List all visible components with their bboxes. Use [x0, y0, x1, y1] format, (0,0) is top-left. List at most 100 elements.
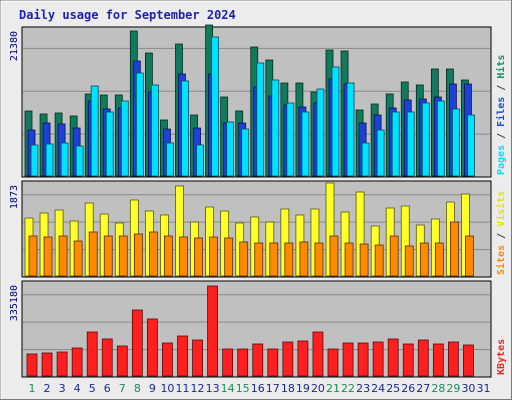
bar-pages-day-30: [467, 114, 475, 177]
bar-pages-day-18: [286, 102, 295, 177]
x-tick-label-day-15: 15: [236, 382, 250, 395]
x-tick-label-day-3: 3: [59, 382, 66, 395]
bar-pages-day-25: [391, 111, 400, 177]
bar-sites-day-18: [284, 242, 294, 277]
bar-pages-day-13: [211, 36, 220, 177]
x-tick-label-day-18: 18: [281, 382, 295, 395]
bar-pages-day-10: [166, 142, 174, 177]
bar-kbytes-day-19: [297, 340, 309, 377]
bar-kbytes-day-27: [417, 339, 429, 377]
legend-part: /: [496, 227, 507, 245]
bar-pages-day-7: [120, 100, 129, 177]
bar-pages-day-2: [45, 143, 54, 177]
legend-part: Files: [495, 97, 507, 127]
x-tick-label-day-22: 22: [341, 382, 355, 395]
y-axis-legend-label: KBytes: [496, 339, 507, 375]
x-tick-label-day-12: 12: [191, 382, 205, 395]
bar-sites-day-16: [254, 242, 264, 277]
bar-pages-day-17: [271, 79, 280, 177]
bar-sites-day-8: [133, 233, 143, 277]
x-tick-label-day-9: 9: [149, 382, 156, 395]
bar-kbytes-day-20: [312, 331, 324, 377]
bar-pages-day-20: [316, 88, 325, 177]
bar-kbytes-day-4: [71, 347, 83, 377]
bar-kbytes-day-2: [41, 352, 53, 377]
x-tick-label-day-10: 10: [160, 382, 174, 395]
bar-pages-day-26: [406, 111, 415, 177]
x-tick-label-day-14: 14: [221, 382, 235, 395]
bar-pages-day-19: [301, 111, 310, 177]
legend-part: /: [496, 127, 507, 145]
y-max-label: 21380: [9, 31, 20, 61]
bar-sites-day-12: [194, 237, 203, 277]
legend-part: Visits: [495, 191, 507, 227]
bar-kbytes-day-13: [207, 285, 219, 377]
legend-part: Hits: [495, 55, 507, 79]
bar-pages-day-14: [226, 121, 235, 177]
bar-pages-day-12: [196, 144, 204, 177]
bar-pages-day-28: [436, 100, 445, 177]
bar-sites-day-10: [164, 235, 173, 277]
x-tick-label-day-28: 28: [431, 382, 445, 395]
bar-kbytes-day-23: [357, 342, 369, 377]
x-tick-label-day-7: 7: [119, 382, 126, 395]
bar-pages-day-8: [135, 72, 144, 177]
bar-pages-day-1: [30, 144, 39, 177]
x-tick-label-day-20: 20: [311, 382, 325, 395]
bar-kbytes-day-25: [387, 338, 399, 377]
y-max-label: 335180: [9, 285, 20, 321]
chart-panels: 21380 Pages / Files / Hits 1873 Sites / Vis…: [9, 24, 507, 378]
bar-kbytes-day-29: [447, 341, 459, 377]
bar-kbytes-day-18: [282, 341, 294, 377]
bar-kbytes-day-21: [327, 348, 339, 377]
x-tick-label-day-4: 4: [74, 382, 81, 395]
bar-pages-day-3: [60, 142, 69, 177]
bar-kbytes-day-7: [116, 345, 128, 377]
bar-kbytes-day-28: [432, 343, 444, 377]
bar-kbytes-day-3: [56, 351, 68, 377]
x-tick-label-day-25: 25: [386, 382, 400, 395]
bar-sites-day-1: [28, 235, 38, 277]
x-tick-label-day-19: 19: [296, 382, 310, 395]
bar-kbytes-day-15: [237, 348, 249, 377]
x-tick-label-day-1: 1: [29, 382, 36, 395]
x-tick-label-day-13: 13: [206, 382, 220, 395]
bar-sites-day-19: [299, 241, 309, 277]
bar-sites-day-22: [344, 242, 354, 277]
panel-visits-sites: 1873 Sites / Visits: [9, 180, 507, 278]
legend-part: /: [496, 79, 507, 97]
x-tick-label-day-23: 23: [356, 382, 370, 395]
bar-pages-day-22: [346, 82, 355, 177]
bar-sites-day-24: [374, 244, 384, 277]
x-tick-label-day-17: 17: [266, 382, 280, 395]
x-axis-day-labels: 1 2 3 4 5 6 7 8 9 10 11 12 13 14 15 16 17 18 19 20 21 22 23 24 2…: [29, 382, 491, 395]
legend-part: KBytes: [496, 339, 507, 375]
bar-pages-day-4: [75, 145, 84, 177]
x-tick-label-day-31: 31: [477, 382, 491, 395]
bar-pages-day-16: [256, 62, 265, 177]
bar-sites-day-17: [269, 242, 279, 277]
x-tick-label-day-11: 11: [176, 382, 190, 395]
bar-sites-day-20: [314, 242, 324, 277]
bar-kbytes-day-1: [26, 353, 38, 377]
bar-pages-day-27: [421, 102, 430, 177]
bar-sites-day-30: [465, 235, 474, 277]
bar-sites-day-4: [73, 240, 83, 277]
bar-kbytes-day-10: [162, 342, 173, 377]
bar-sites-day-27: [419, 242, 429, 277]
panel-hits-files-pages: 21380 Pages / Files / Hits: [9, 24, 507, 178]
bar-kbytes-day-8: [131, 309, 143, 377]
bar-pages-day-5: [90, 85, 99, 177]
bar-kbytes-day-22: [342, 342, 354, 377]
x-tick-label-day-21: 21: [326, 382, 340, 395]
bar-pages-day-15: [241, 128, 250, 177]
y-axis-legend-label: Sites / Visits: [495, 191, 507, 275]
bar-kbytes-day-17: [267, 348, 279, 377]
x-tick-label-day-27: 27: [416, 382, 430, 395]
x-tick-label-day-5: 5: [89, 382, 96, 395]
bar-sites-day-14: [224, 237, 234, 277]
bar-sites-day-6: [103, 235, 113, 277]
bar-pages-day-11: [181, 80, 189, 177]
legend-part: Pages: [496, 145, 507, 175]
